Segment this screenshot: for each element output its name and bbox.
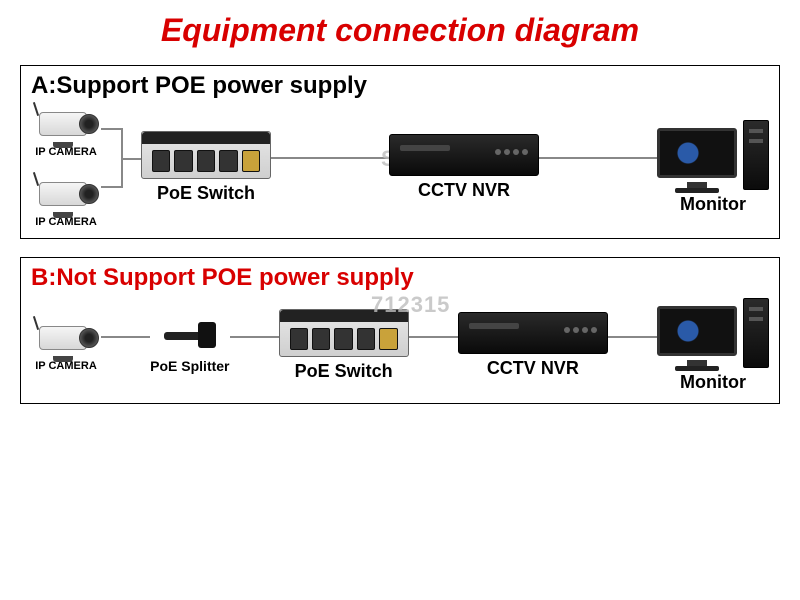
switch-icon — [141, 131, 271, 179]
switch-icon — [279, 309, 409, 357]
camera-branch-connector — [101, 110, 141, 206]
monitor-icon — [657, 128, 737, 190]
connector-line — [409, 336, 458, 338]
cctv-nvr-b: CCTV NVR — [458, 312, 608, 379]
section-a-row: IP CAMERA IP CAMERA 712315 PoE Switch — [31, 106, 769, 228]
ip-camera-2: IP CAMERA — [31, 176, 101, 228]
ip-camera-1: IP CAMERA — [31, 106, 101, 158]
section-b-row: IP CAMERA PoE Splitter PoE Switch 712315 — [31, 298, 769, 393]
splitter-icon — [160, 318, 220, 354]
poe-switch-b-label: PoE Switch — [295, 361, 393, 382]
pc-tower-icon — [743, 120, 769, 190]
nvr-icon — [389, 134, 539, 176]
monitor-b: Monitor — [657, 298, 769, 393]
monitor-a: Monitor — [657, 120, 769, 215]
cctv-nvr-a: CCTV NVR — [389, 134, 539, 201]
camera-icon — [31, 176, 101, 214]
ip-camera-b: IP CAMERA — [31, 320, 101, 372]
camera-stack: IP CAMERA IP CAMERA — [31, 106, 101, 228]
monitor-a-label: Monitor — [680, 194, 746, 215]
section-a-box: A:Support POE power supply IP CAMERA IP … — [20, 65, 780, 239]
connector-line — [230, 336, 279, 338]
monitor-b-label: Monitor — [680, 372, 746, 393]
connector-line — [271, 157, 389, 159]
poe-switch-b: PoE Switch — [279, 309, 409, 382]
poe-switch-a: PoE Switch — [141, 131, 271, 204]
cctv-nvr-b-label: CCTV NVR — [487, 358, 579, 379]
main-title: Equipment connection diagram — [0, 0, 800, 59]
camera-icon — [31, 106, 101, 144]
camera-icon — [31, 320, 101, 358]
section-b-title: B:Not Support POE power supply — [31, 264, 769, 292]
poe-splitter: PoE Splitter — [150, 318, 229, 374]
section-a-title: A:Support POE power supply — [31, 72, 769, 100]
poe-switch-a-label: PoE Switch — [157, 183, 255, 204]
section-b-box: B:Not Support POE power supply IP CAMERA… — [20, 257, 780, 404]
connector-line — [539, 157, 657, 159]
nvr-icon — [458, 312, 608, 354]
monitor-icon — [657, 306, 737, 368]
connector-line — [101, 336, 150, 338]
connector-line — [608, 336, 657, 338]
pc-tower-icon — [743, 298, 769, 368]
poe-splitter-label: PoE Splitter — [150, 358, 229, 374]
cctv-nvr-a-label: CCTV NVR — [418, 180, 510, 201]
